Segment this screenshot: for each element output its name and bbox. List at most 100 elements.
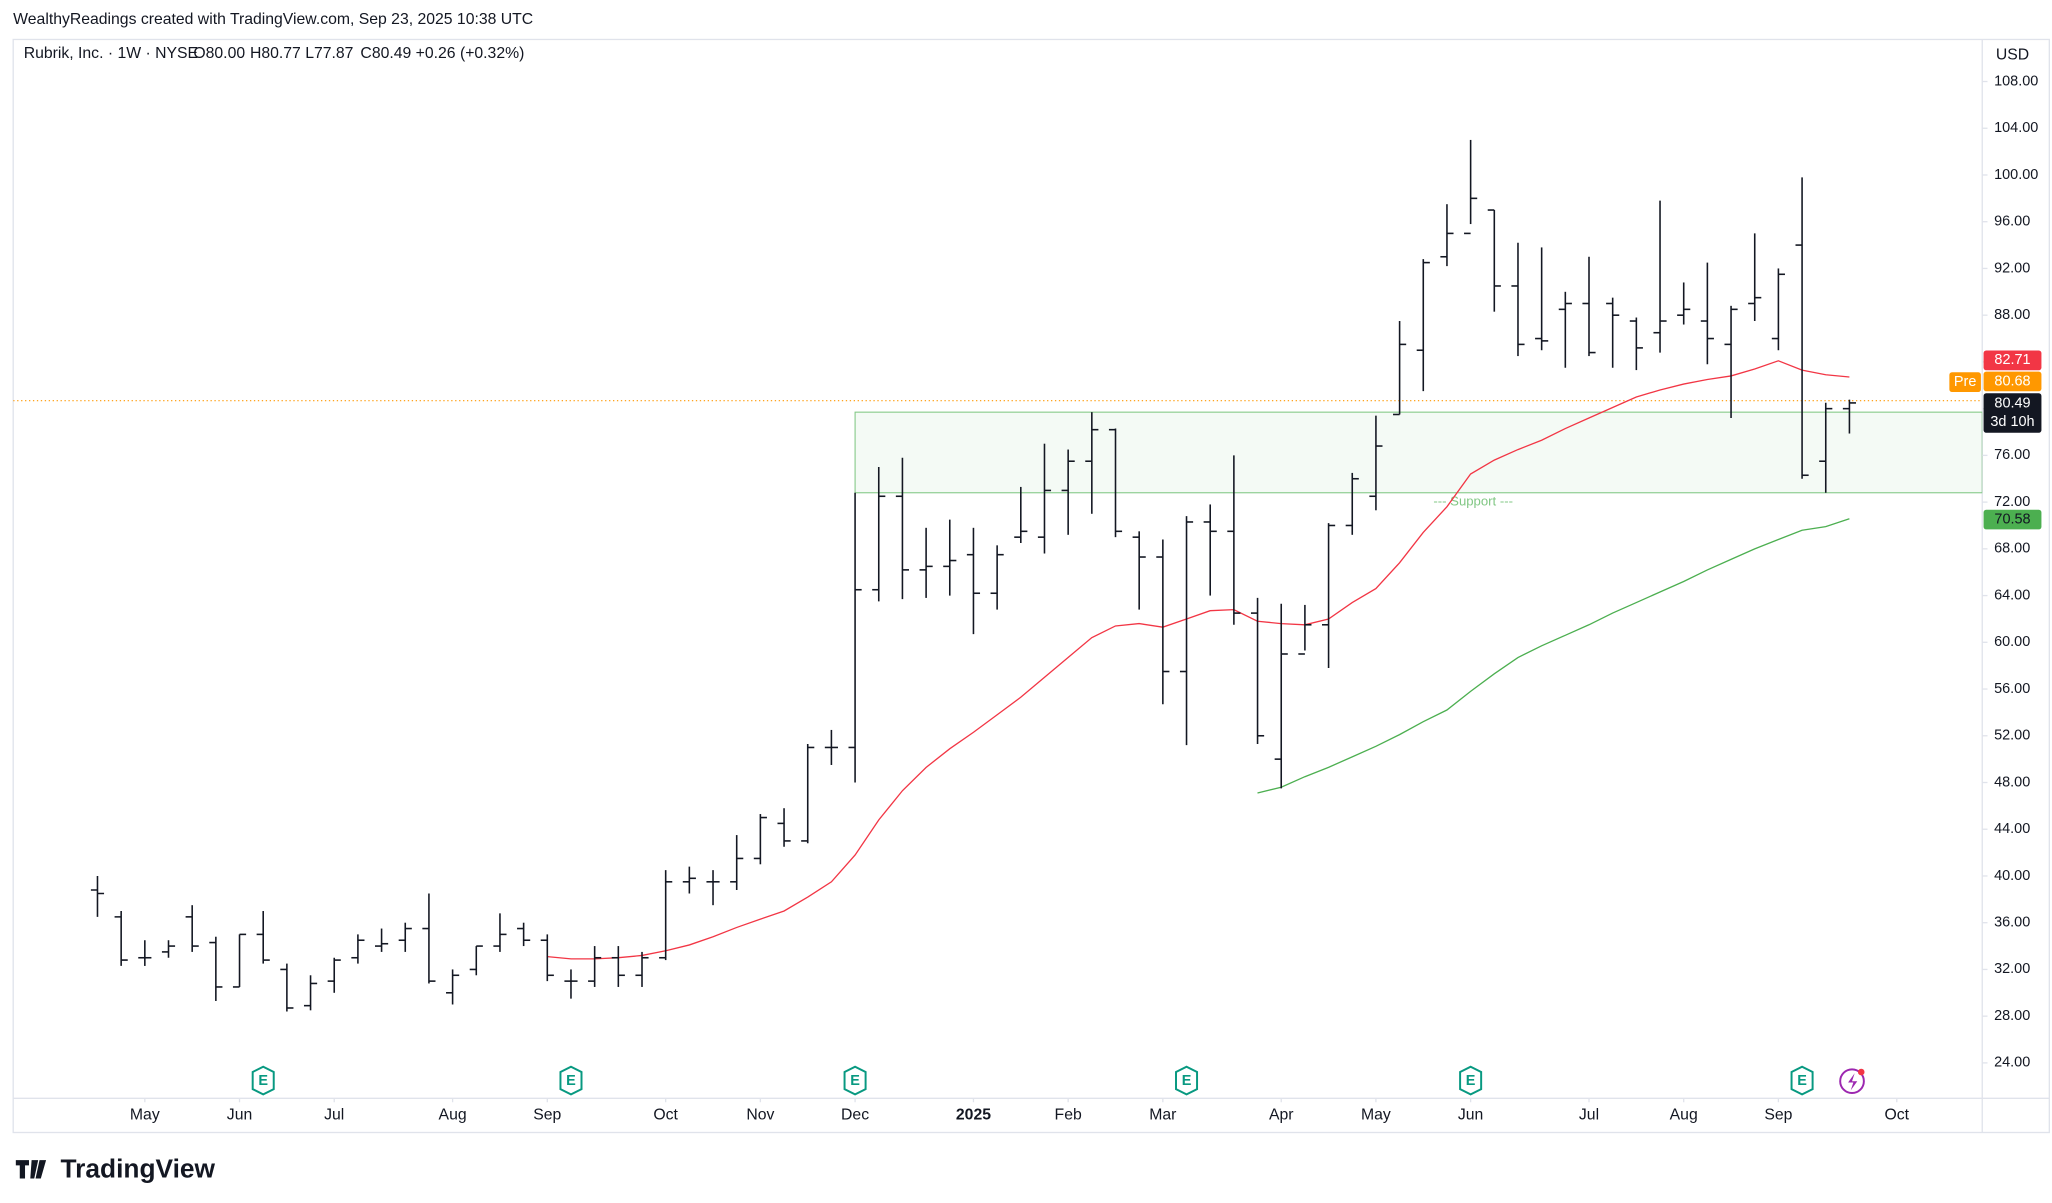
- x-tick-label: Aug: [1670, 1107, 1698, 1124]
- ohlc-bar: [1179, 516, 1194, 746]
- symbol: Rubrik, Inc. · 1W · NYSE: [24, 45, 198, 62]
- ohlc-bar: [422, 893, 436, 984]
- y-tick-label: 100.00: [1994, 167, 2038, 183]
- ohlc-bar: [588, 946, 602, 987]
- last-price-box: [1983, 393, 2042, 433]
- ohlc-bar: [1771, 268, 1785, 351]
- ma-red-label-box: [1983, 350, 2042, 371]
- x-tick-label: Sep: [1764, 1107, 1792, 1124]
- ohlc-bar: [161, 940, 176, 958]
- close: C80.49: [360, 45, 411, 62]
- y-tick-label: 44.00: [1994, 821, 2030, 837]
- ohlc-bar: [801, 743, 815, 844]
- y-tick-label: 92.00: [1994, 260, 2030, 276]
- y-tick-label: 104.00: [1994, 120, 2038, 136]
- ohlc-bar: [256, 911, 270, 964]
- ohlc-bar: [919, 527, 933, 598]
- ohlc-bar: [1653, 200, 1667, 353]
- ohlc-bar: [280, 963, 294, 1012]
- x-tick-label: Oct: [653, 1107, 678, 1124]
- earnings-badge: [1790, 1065, 1814, 1096]
- y-tick-label: 96.00: [1994, 214, 2030, 230]
- change: +0.26 (+0.32%): [416, 45, 525, 62]
- support-zone: [854, 411, 1983, 494]
- earnings-badge: [843, 1065, 867, 1096]
- ohlc-bar: [185, 905, 199, 952]
- x-tick-label: 2025: [956, 1107, 991, 1124]
- ohlc-bar: [1108, 428, 1123, 538]
- replay-icon: [1839, 1068, 1865, 1095]
- x-tick-label: May: [130, 1107, 160, 1124]
- ohlc-bar: [753, 814, 767, 865]
- earnings-badge: [559, 1065, 583, 1096]
- y-tick-label: 88.00: [1994, 307, 2030, 323]
- ohlc-bar: [777, 808, 791, 847]
- ohlc-bar: [1014, 486, 1028, 544]
- support-label: --- Support ---: [1433, 493, 1513, 508]
- high: H80.77: [250, 45, 301, 62]
- ohlc-bar: [1393, 321, 1407, 416]
- ohlc-bar: [682, 866, 696, 894]
- earnings-marker: E: [1790, 1065, 1814, 1096]
- y-tick-label: 36.00: [1994, 915, 2030, 931]
- countdown: 3d 10h: [1990, 414, 2034, 430]
- x-tick-label: Jul: [1579, 1107, 1599, 1124]
- x-tick-label: Sep: [533, 1107, 561, 1124]
- ohlc-bar: [848, 492, 862, 783]
- low: L77.87: [305, 45, 353, 62]
- ohlc-bar: [517, 922, 531, 947]
- ohlc-bar: [611, 946, 625, 987]
- ohlc-bar: [1298, 604, 1312, 655]
- ohlc-bar: [1748, 233, 1762, 322]
- plot-area: --- Support ---: [13, 139, 1983, 1012]
- earnings-badge: [251, 1065, 275, 1096]
- ohlc-bar: [872, 467, 886, 602]
- ohlc-bar: [351, 934, 365, 964]
- ohlc-bar: [1487, 209, 1501, 312]
- x-tick-label: Mar: [1149, 1107, 1176, 1124]
- icon-dot: [1857, 1068, 1865, 1076]
- ohlc-bar: [635, 951, 649, 987]
- ohlc-bar: [493, 913, 507, 952]
- ohlc-bar: [1795, 177, 1809, 479]
- earnings-badge: [1175, 1065, 1199, 1096]
- moving-average: [547, 360, 1850, 960]
- ohlc-bar: [1677, 282, 1691, 325]
- ohlc-bar: [375, 928, 389, 952]
- ohlc-bar: [990, 545, 1004, 610]
- x-tick-label: Nov: [746, 1107, 774, 1124]
- pre-price-label-box: [1983, 371, 2042, 392]
- ohlc-bar: [1440, 204, 1454, 267]
- legend: Rubrik, Inc. · 1W · NYSE O80.00 H80.77 L…: [24, 45, 525, 62]
- ohlc-bar: [966, 527, 981, 635]
- ohlc-bar: [1842, 399, 1857, 434]
- icon-bolt: [1848, 1073, 1858, 1091]
- ohlc-bar: [706, 870, 720, 906]
- x-tick-label: Jun: [227, 1107, 252, 1124]
- ohlc-bar: [446, 969, 460, 1005]
- ohlc-bar: [1582, 256, 1596, 357]
- ohlc-bar: [659, 870, 673, 961]
- y-tick-label: 32.00: [1994, 961, 2030, 977]
- logo: TradingView: [15, 1154, 216, 1184]
- currency: USD: [1996, 46, 2029, 63]
- ohlc-bar: [564, 969, 578, 999]
- ma-green-label: 70.58: [1994, 511, 2030, 527]
- earnings-label: E: [1797, 1073, 1807, 1089]
- open: O80.00: [193, 45, 245, 62]
- ohlc-bar: [469, 945, 483, 976]
- x-tick-label: Feb: [1055, 1107, 1082, 1124]
- ohlc-bar: [1156, 539, 1170, 705]
- ohlc-bar: [540, 934, 554, 982]
- y-tick-label: 60.00: [1994, 634, 2030, 650]
- ohlc-bar: [824, 729, 838, 765]
- earnings-marker: E: [1459, 1065, 1483, 1096]
- x-tick-label: Jul: [324, 1107, 344, 1124]
- y-tick-label: 72.00: [1994, 494, 2030, 510]
- ohlc-bar: [303, 975, 318, 1011]
- ohlc-bar: [1203, 504, 1217, 596]
- y-tick-label: 76.00: [1994, 447, 2030, 463]
- y-tick-label: 108.00: [1994, 73, 2038, 89]
- ohlc-bar: [1511, 242, 1525, 357]
